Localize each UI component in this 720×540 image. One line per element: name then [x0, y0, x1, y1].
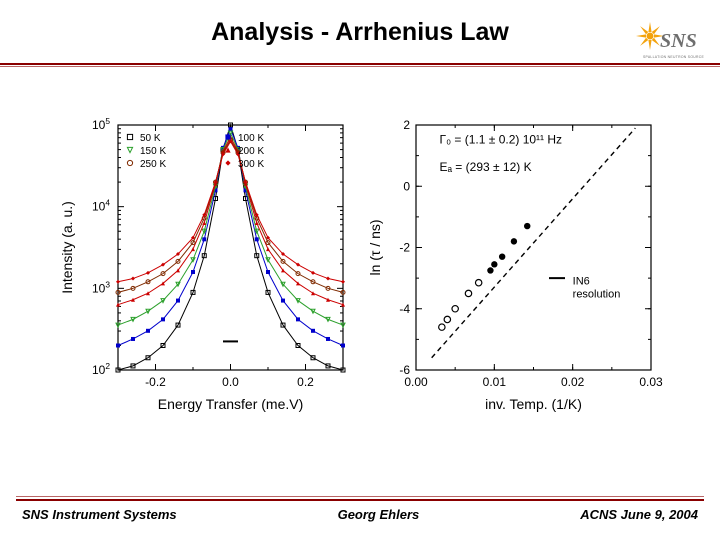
svg-text:0.03: 0.03 [639, 375, 663, 389]
svg-text:150 K: 150 K [140, 146, 166, 157]
svg-text:IN6: IN6 [573, 275, 590, 287]
right-chart: 0.00 0.01 0.02 0.03 -6 -4 -2 0 2 inv. Temp. (1/K)… [364, 115, 664, 415]
svg-text:Γ₀ = (1.1 ± 0.2) 10¹¹ Hz: Γ₀ = (1.1 ± 0.2) 10¹¹ Hz [440, 132, 563, 146]
svg-text:103: 103 [92, 279, 110, 295]
svg-text:0: 0 [403, 179, 410, 193]
svg-text:200 K: 200 K [238, 146, 264, 157]
svg-text:SPALLATION NEUTRON SOURCE: SPALLATION NEUTRON SOURCE [643, 55, 705, 59]
footer-right: ACNS June 9, 2004 [580, 507, 698, 522]
svg-text:Eₐ = (293 ± 12) K: Eₐ = (293 ± 12) K [440, 160, 532, 174]
svg-text:300 K: 300 K [238, 159, 264, 170]
header-rule [0, 63, 720, 65]
svg-text:-2: -2 [399, 241, 410, 255]
sns-logo: SNS SPALLATION NEUTRON SOURCE [636, 14, 706, 62]
svg-text:-0.2: -0.2 [145, 375, 166, 389]
footer-center: Georg Ehlers [338, 507, 420, 522]
svg-text:105: 105 [92, 116, 110, 132]
svg-text:inv. Temp. (1/K): inv. Temp. (1/K) [485, 396, 582, 412]
svg-text:-6: -6 [399, 363, 410, 377]
footer-left: SNS Instrument Systems [22, 507, 177, 522]
page-title: Analysis - Arrhenius Law [0, 18, 720, 47]
svg-text:0.00: 0.00 [404, 375, 428, 389]
svg-text:0.0: 0.0 [222, 375, 239, 389]
svg-text:-4: -4 [399, 302, 410, 316]
left-chart: -0.2 0.0 0.2 102 103 104 105 Energy Transfer (m… [56, 115, 356, 415]
svg-text:102: 102 [92, 361, 110, 377]
svg-text:104: 104 [92, 198, 110, 214]
svg-text:0.2: 0.2 [297, 375, 314, 389]
svg-text:2: 2 [403, 118, 410, 132]
svg-text:Energy Transfer (me.V): Energy Transfer (me.V) [158, 396, 304, 412]
svg-text:resolution: resolution [573, 288, 621, 300]
svg-text:50 K: 50 K [140, 133, 161, 144]
svg-text:SNS: SNS [660, 30, 697, 52]
svg-text:ln (τ / ns): ln (τ / ns) [367, 219, 383, 275]
svg-text:Intensity (a. u.): Intensity (a. u.) [59, 201, 75, 294]
svg-text:0.01: 0.01 [483, 375, 507, 389]
svg-text:100 K: 100 K [238, 133, 264, 144]
footer-rule [16, 499, 704, 501]
svg-text:0.02: 0.02 [561, 375, 585, 389]
svg-text:250 K: 250 K [140, 159, 166, 170]
